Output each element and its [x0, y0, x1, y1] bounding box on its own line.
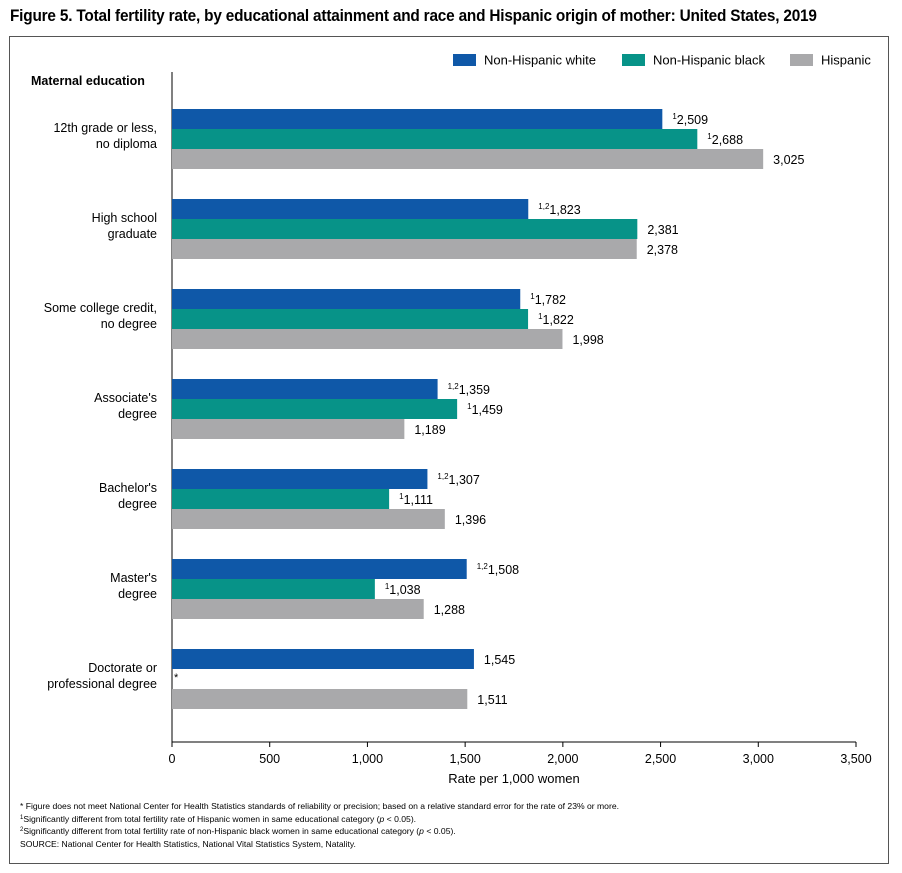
bar-hispanic	[172, 149, 764, 169]
figure-title: Figure 5. Total fertility rate, by educa…	[10, 7, 817, 25]
category-label: Some college credit,	[44, 301, 157, 315]
data-label: 1,396	[455, 513, 486, 527]
category-label: High school	[92, 211, 157, 225]
x-tick-label: 1,500	[450, 752, 481, 766]
bar-white	[172, 559, 467, 579]
data-label: 1,21,508	[477, 562, 519, 577]
data-label: 11,782	[530, 292, 566, 307]
bar-white	[172, 469, 428, 489]
data-label: 1,511	[477, 693, 507, 707]
data-label: 1,21,359	[448, 382, 490, 397]
bar-white	[172, 109, 663, 129]
bar-black	[172, 489, 390, 509]
bar-black	[172, 129, 698, 149]
bar-hispanic	[172, 689, 468, 709]
bar-white	[172, 379, 438, 399]
category-label: Associate's	[94, 391, 157, 405]
category-label: degree	[118, 587, 157, 601]
x-axis-label: Rate per 1,000 women	[448, 771, 580, 786]
y-axis-heading: Maternal education	[31, 74, 145, 88]
legend-label-black: Non-Hispanic black	[653, 53, 765, 68]
data-label: 1,21,307	[437, 472, 479, 487]
footnote-2: 2Significantly different from total fert…	[20, 826, 456, 837]
data-label: 1,288	[434, 603, 465, 617]
x-tick-label: 3,000	[743, 752, 774, 766]
bar-hispanic	[172, 509, 445, 529]
x-tick-label: 2,500	[645, 752, 676, 766]
category-label: Master's	[110, 571, 157, 585]
data-label: 11,822	[538, 312, 574, 327]
figure-frame	[9, 36, 889, 864]
legend-label-hispanic: Hispanic	[821, 53, 871, 68]
category-label: 12th grade or less,	[53, 121, 157, 135]
data-label: 2,381	[647, 223, 678, 237]
legend-swatch-hispanic	[790, 54, 813, 66]
x-tick-label: 2,000	[547, 752, 578, 766]
footnote-reliability: * Figure does not meet National Center f…	[20, 801, 619, 811]
bar-hispanic	[172, 599, 424, 619]
legend-swatch-white	[453, 54, 476, 66]
data-label: 2,378	[647, 243, 678, 257]
category-label: no degree	[101, 317, 157, 331]
data-label: 1,545	[484, 653, 515, 667]
category-label: no diploma	[96, 137, 157, 151]
bar-white	[172, 289, 521, 309]
x-tick-label: 1,000	[352, 752, 383, 766]
bar-hispanic	[172, 419, 405, 439]
bar-black	[172, 579, 375, 599]
data-label: 11,459	[467, 402, 503, 417]
category-label: professional degree	[47, 677, 157, 691]
data-label: 3,025	[773, 153, 804, 167]
data-label: 12,509	[672, 112, 708, 127]
bar-black	[172, 219, 638, 239]
data-label: 11,038	[385, 582, 421, 597]
legend-label-white: Non-Hispanic white	[484, 53, 596, 68]
bar-black	[172, 399, 458, 419]
footnotes: * Figure does not meet National Center f…	[20, 800, 619, 850]
x-tick-label: 0	[169, 752, 176, 766]
bar-hispanic	[172, 239, 637, 259]
data-label: 1,21,823	[538, 202, 580, 217]
category-label: degree	[118, 407, 157, 421]
category-label: degree	[118, 497, 157, 511]
x-tick-label: 500	[259, 752, 280, 766]
data-label: 1,189	[414, 423, 445, 437]
footnote-source: SOURCE: National Center for Health Stati…	[20, 838, 356, 849]
bar-black	[172, 309, 529, 329]
legend-swatch-black	[622, 54, 645, 66]
category-label: Doctorate or	[88, 661, 157, 675]
x-tick-label: 3,500	[840, 752, 871, 766]
bar-white	[172, 199, 529, 219]
data-label: 11,111	[399, 492, 433, 507]
data-label: 1,998	[572, 333, 603, 347]
category-label: graduate	[108, 227, 157, 241]
footnote-1: 1Significantly different from total fert…	[20, 813, 417, 824]
bar-white	[172, 649, 474, 669]
bar-hispanic	[172, 329, 563, 349]
category-label: Bachelor's	[99, 481, 157, 495]
data-label: 12,688	[707, 132, 743, 147]
unreliable-marker: *	[174, 672, 179, 684]
